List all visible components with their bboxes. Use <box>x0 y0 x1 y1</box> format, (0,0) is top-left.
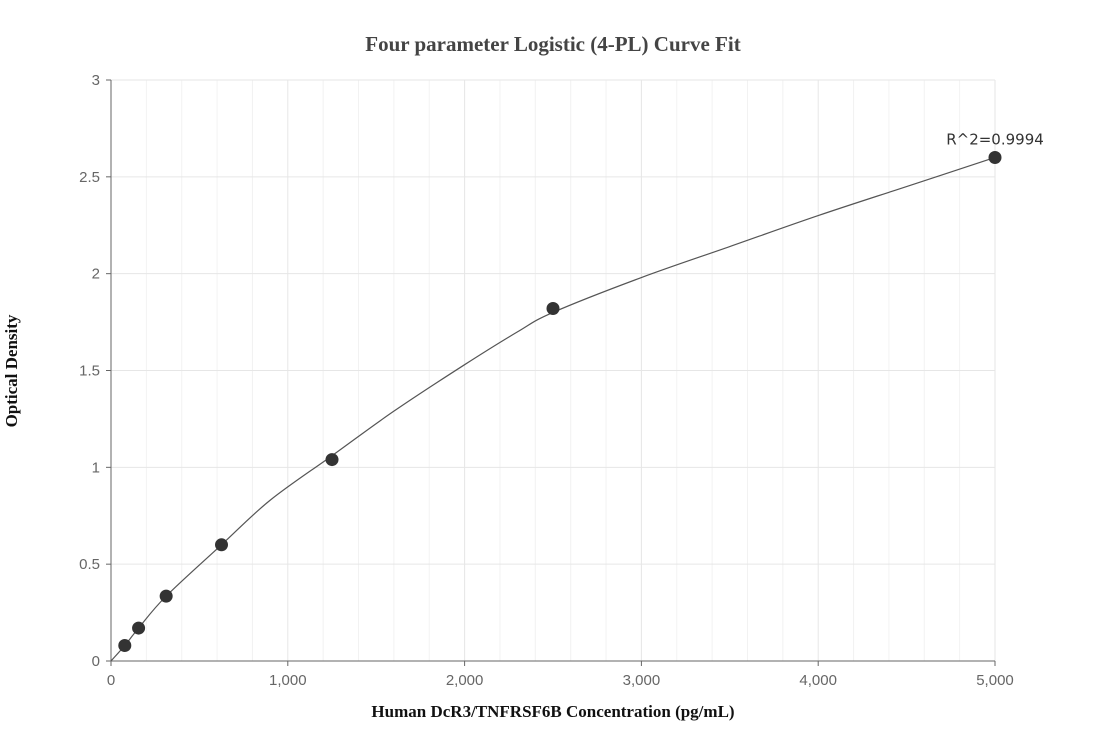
data-point <box>325 453 339 467</box>
y-tick-label: 0 <box>92 653 100 670</box>
fit-curve-line <box>110 156 996 662</box>
x-axis-title: Human DcR3/TNFRSF6B Concentration (pg/mL… <box>371 702 734 721</box>
y-tick-label: 2.5 <box>79 169 100 186</box>
x-tick-label: 0 <box>107 672 115 689</box>
x-tick-label: 5,000 <box>976 672 1014 689</box>
y-axis-title: Optical Density <box>2 314 21 427</box>
x-tick-labels: 0 1,000 2,000 3,000 4,000 5,000 <box>107 672 1014 689</box>
data-point <box>118 639 132 653</box>
y-tick-label: 2 <box>92 266 100 283</box>
x-tick-label: 2,000 <box>446 672 484 689</box>
chart-title: Four parameter Logistic (4-PL) Curve Fit <box>365 32 740 56</box>
y-tick-label: 0.5 <box>79 556 100 573</box>
y-tick-label: 1.5 <box>79 363 100 380</box>
data-point <box>132 621 146 635</box>
axes <box>106 79 996 666</box>
data-points <box>118 150 1002 653</box>
y-tick-labels: 0 0.5 1 1.5 2 2.5 3 <box>79 72 100 670</box>
data-point <box>159 589 173 603</box>
x-tick-label: 1,000 <box>269 672 307 689</box>
y-tick-label: 1 <box>92 459 100 476</box>
data-point <box>988 150 1002 164</box>
x-tick-label: 4,000 <box>799 672 837 689</box>
data-point <box>546 302 560 316</box>
grid <box>111 79 996 661</box>
data-point <box>215 538 228 552</box>
x-tick-label: 3,000 <box>623 672 661 689</box>
y-tick-label: 3 <box>92 72 100 89</box>
fit-curve <box>110 156 996 662</box>
r-squared-annotation: R^2=0.9994 <box>946 130 1044 148</box>
